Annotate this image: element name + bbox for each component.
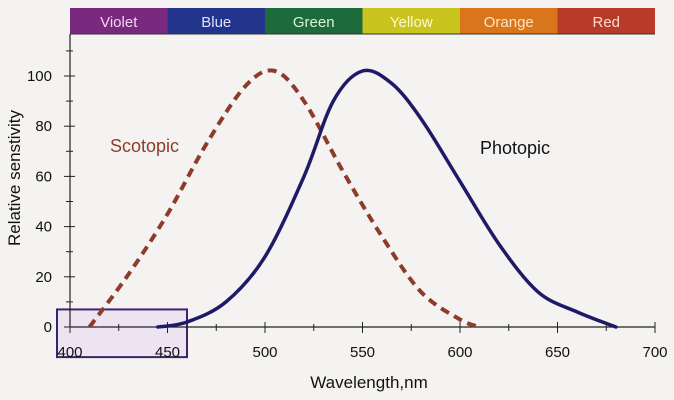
spectrum-band-orange (460, 8, 558, 34)
spectrum-band-label: Red (592, 14, 620, 31)
spectrum-band-green (265, 8, 363, 34)
spectrum-band-red (557, 8, 655, 34)
x-tick-label: 650 (545, 344, 570, 361)
y-tick-label: 0 (44, 319, 52, 336)
highlight-region (56, 308, 188, 359)
x-tick-label: 400 (57, 344, 82, 361)
spectrum-band-yellow (362, 8, 460, 34)
x-tick-label: 600 (447, 344, 472, 361)
series-photopic (156, 68, 618, 329)
tick-labels: 400 450 500 550 600 650 700 0 20 40 60 80 100 (27, 68, 668, 361)
x-tick-label: 550 (350, 344, 375, 361)
scotopic-label: Scotopic (110, 136, 179, 156)
series-lines (87, 68, 618, 329)
x-tick-label: 500 (252, 344, 277, 361)
y-tick-label: 100 (27, 68, 52, 85)
y-tick-label: 40 (35, 219, 52, 236)
spectrum-band-label: Violet (100, 14, 138, 31)
spectrum-band-violet (70, 8, 168, 34)
y-tick-label: 20 (35, 269, 52, 286)
spectrum-band-label: Green (293, 14, 335, 31)
axis-ticks (64, 50, 656, 333)
x-tick-label: 450 (155, 344, 180, 361)
y-axis-title: Relative senstivity (5, 109, 24, 246)
y-tick-label: 60 (35, 168, 52, 185)
x-axis-title: Wavelength,nm (310, 373, 427, 392)
spectrum-band-bar: Violet Blue Green Yellow Orange Red (70, 8, 655, 35)
highlight-box (56, 308, 188, 359)
series-scotopic (87, 68, 481, 329)
spectrum-band-label: Yellow (390, 14, 433, 31)
axes (69, 34, 655, 328)
photopic-label: Photopic (480, 138, 550, 158)
x-tick-label: 700 (642, 344, 667, 361)
spectrum-band-label: Orange (484, 14, 534, 31)
y-tick-label: 80 (35, 118, 52, 135)
spectrum-band-label: Blue (201, 14, 231, 31)
spectrum-band-blue (167, 8, 265, 34)
